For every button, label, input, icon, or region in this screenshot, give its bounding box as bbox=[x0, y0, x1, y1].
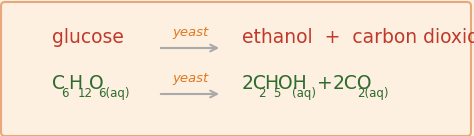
Text: H: H bbox=[68, 74, 82, 93]
Text: 12: 12 bbox=[78, 87, 93, 100]
Text: H: H bbox=[264, 74, 278, 93]
Text: 5: 5 bbox=[273, 87, 281, 100]
Text: 2C: 2C bbox=[242, 74, 267, 93]
Text: yeast: yeast bbox=[172, 72, 208, 85]
Text: 6(aq): 6(aq) bbox=[98, 87, 129, 100]
Text: OH: OH bbox=[278, 74, 307, 93]
Text: C: C bbox=[52, 74, 65, 93]
Text: (aq): (aq) bbox=[292, 87, 316, 100]
Text: ethanol  +  carbon dioxide: ethanol + carbon dioxide bbox=[242, 28, 474, 47]
Text: 2: 2 bbox=[258, 87, 265, 100]
Text: 6: 6 bbox=[61, 87, 69, 100]
Text: O: O bbox=[89, 74, 104, 93]
FancyBboxPatch shape bbox=[1, 2, 471, 136]
Text: +: + bbox=[317, 74, 333, 93]
Text: glucose: glucose bbox=[52, 28, 124, 47]
Text: yeast: yeast bbox=[172, 26, 208, 39]
Text: 2CO: 2CO bbox=[333, 74, 373, 93]
Text: 2(aq): 2(aq) bbox=[357, 87, 389, 100]
